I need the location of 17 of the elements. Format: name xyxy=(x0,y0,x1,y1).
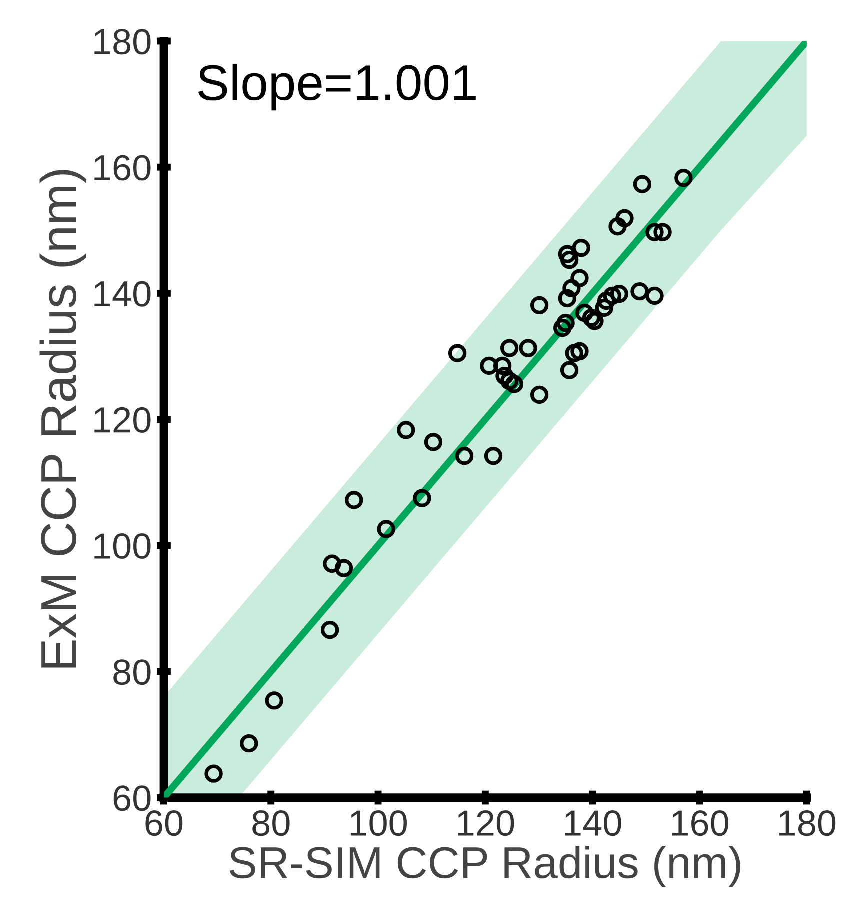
y-tick-label: 160 xyxy=(94,155,151,181)
x-tick-label: 120 xyxy=(458,810,514,836)
x-tick-label: 60 xyxy=(146,810,183,836)
y-tick-label: 140 xyxy=(94,281,151,307)
x-tick-label: 160 xyxy=(672,810,728,836)
x-tick-label: 180 xyxy=(780,810,836,836)
x-tick-label: 80 xyxy=(252,810,290,836)
y-tick-label: 80 xyxy=(114,660,151,686)
annotation: Slope=1.001 xyxy=(198,64,476,111)
y-tick-label: 60 xyxy=(114,786,151,812)
y-tick-label: 100 xyxy=(94,533,151,560)
y-tick-label: 180 xyxy=(94,29,151,55)
x-axis-title: SR-SIM CCP Radius (nm) xyxy=(230,846,740,888)
x-tick-label: 100 xyxy=(350,810,407,836)
y-axis-title: ExM CCP Radius (nm) xyxy=(40,170,86,668)
x-tick-label: 140 xyxy=(565,810,622,836)
y-tick-label: 120 xyxy=(94,407,151,433)
